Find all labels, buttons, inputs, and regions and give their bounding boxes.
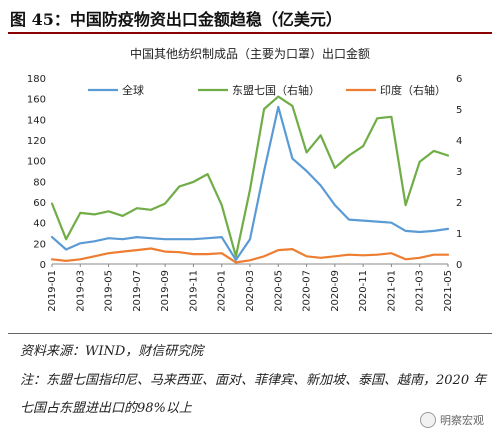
x-tick-label: 2020-03: [245, 270, 256, 312]
x-tick-label: 2020-01: [217, 270, 228, 312]
y-right-tick-label: 1: [456, 229, 462, 240]
chart-title: 中国其他纺织制成品（主要为口罩）出口金额: [130, 46, 370, 61]
top-divider: [8, 32, 492, 34]
y-left-tick-label: 60: [33, 198, 46, 209]
series-line-1: [50, 95, 450, 258]
x-tick-label: 2020-09: [330, 270, 341, 312]
x-tick-label: 2019-11: [188, 270, 199, 312]
y-left-tick-label: 20: [33, 239, 46, 250]
x-tick-label: 2019-09: [160, 270, 171, 312]
y-left-tick-label: 0: [40, 260, 46, 271]
x-tick-label: 2020-11: [358, 270, 369, 312]
legend-label-1: 东盟七国（右轴）: [232, 83, 320, 97]
y-left-tick-label: 180: [27, 74, 46, 85]
y-left-tick-label: 40: [33, 219, 46, 230]
series-line-0: [50, 105, 450, 261]
chart-legend: 全球 东盟七国（右轴） 印度（右轴）: [88, 83, 446, 97]
y-left-tick-label: 140: [27, 115, 46, 126]
series-layer: [50, 95, 450, 264]
y-left-tick-label: 120: [27, 136, 46, 147]
x-tick-label: 2019-07: [132, 270, 143, 312]
y-right-tick-label: 2: [456, 198, 462, 209]
legend-label-2: 印度（右轴）: [380, 83, 446, 97]
y-right-tick-label: 6: [456, 74, 462, 85]
axes: 0 20 40 60 80 100 120 140 160 180 0 1 2 3 4 5 6 2019-01 20…: [27, 74, 462, 312]
x-tick-label: 2020-07: [302, 270, 313, 312]
x-tick-label: 2021-01: [386, 270, 397, 312]
y-right-tick-label: 4: [456, 136, 462, 147]
x-tick-label: 2021-05: [443, 270, 454, 312]
x-tick-label: 2020-05: [273, 270, 284, 312]
bottom-divider: [8, 333, 492, 334]
watermark-label: 明察宏观: [440, 414, 484, 427]
line-chart: 中国其他纺织制成品（主要为口罩）出口金额 0204060801001201401…: [27, 46, 462, 312]
y-left-tick-label: 80: [33, 177, 46, 188]
series-line-2: [50, 247, 450, 264]
watermark: 明察宏观: [420, 412, 484, 428]
source-text: 资料来源：WIND，财信研究院: [20, 344, 204, 359]
figure-title: 图 45：中国防疫物资出口金额趋稳（亿美元）: [10, 10, 342, 29]
y-right-tick-label: 0: [456, 260, 462, 271]
wechat-logo-icon: [420, 412, 436, 428]
x-tick-label: 2019-05: [104, 270, 115, 312]
y-right-tick-label: 3: [456, 167, 462, 178]
note-text: 注：东盟七国指印尼、马来西亚、面对、菲律宾、新加坡、泰国、越南，2020 年七国…: [20, 373, 487, 416]
y-left-tick-label: 160: [27, 95, 46, 106]
legend-label-0: 全球: [122, 83, 144, 97]
y-right-tick-label: 5: [456, 105, 462, 116]
y-left-tick-label: 100: [27, 157, 46, 168]
x-tick-label: 2019-03: [75, 270, 86, 312]
x-tick-label: 2019-01: [47, 270, 58, 312]
x-tick-label: 2021-03: [415, 270, 426, 312]
